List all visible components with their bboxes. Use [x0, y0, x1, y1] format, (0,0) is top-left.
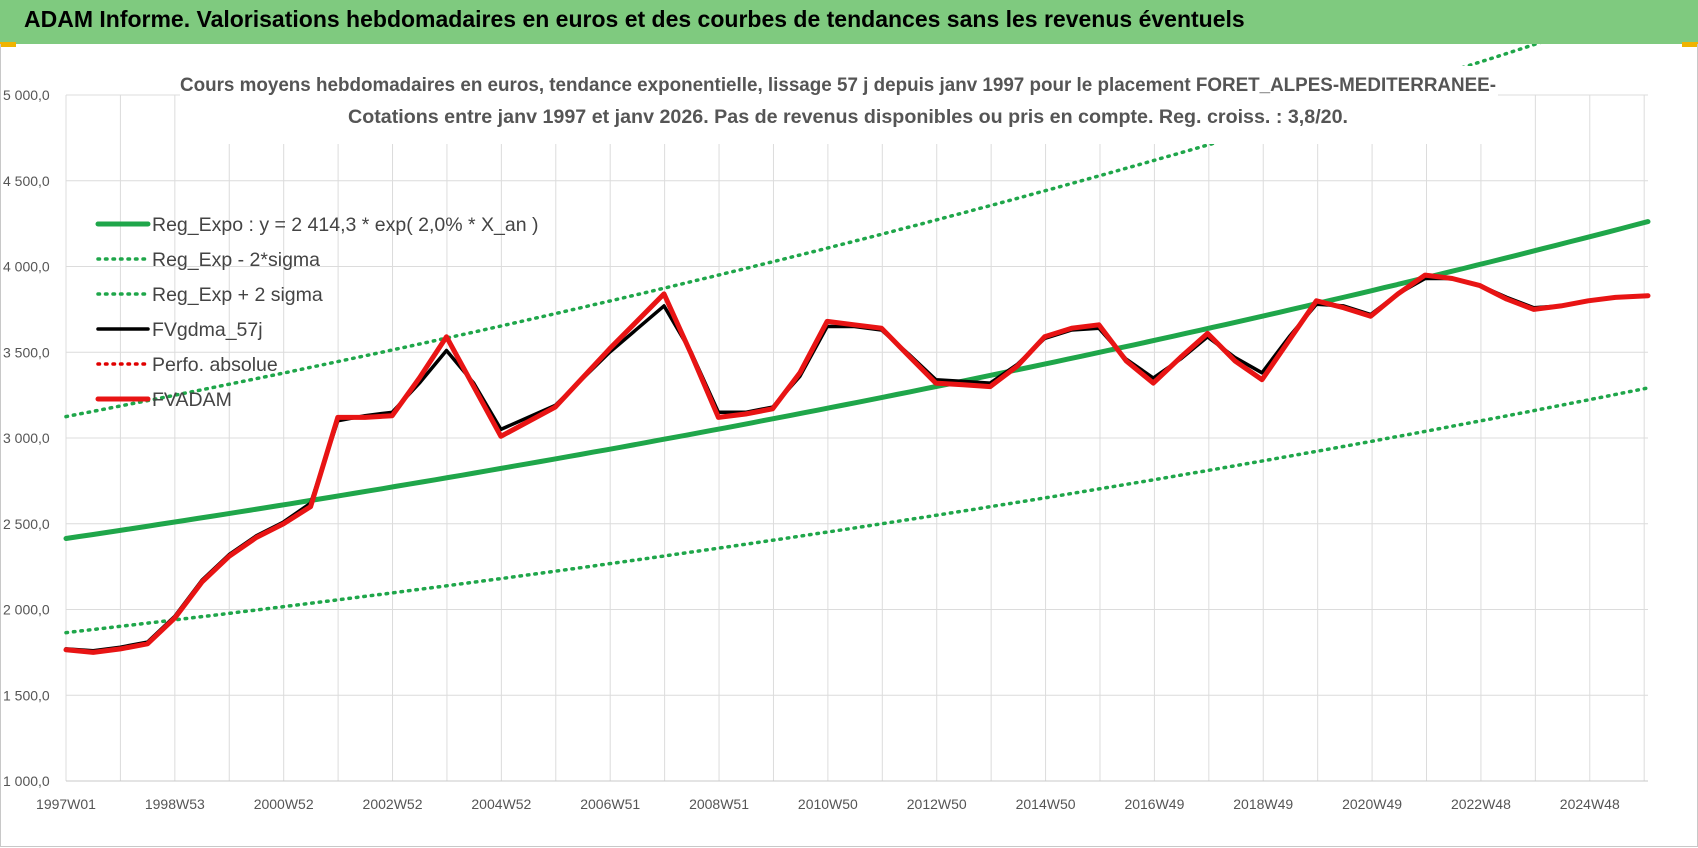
- legend-label: Perfo. absolue: [152, 354, 278, 376]
- y-tick-label: 1 500,0: [3, 687, 50, 703]
- legend-label: FVgdma_57j: [152, 319, 263, 341]
- legend-label: Reg_Expo : y = 2 414,3 * exp( 2,0% * X_a…: [152, 214, 538, 236]
- x-tick-label: 2018W49: [1233, 796, 1293, 812]
- y-tick-label: 4 000,0: [3, 259, 50, 275]
- gridlines: [65, 94, 1648, 782]
- series-line-0: [63, 219, 1651, 541]
- chart-legend: Reg_Expo : y = 2 414,3 * exp( 2,0% * X_a…: [95, 214, 538, 411]
- series-line-1: [64, 386, 1650, 635]
- corner-marker-right: [1682, 42, 1698, 47]
- series-line-5: [63, 272, 1651, 655]
- legend-label: Reg_Exp - 2*sigma: [152, 249, 320, 271]
- y-tick-label: 2 000,0: [3, 602, 50, 618]
- x-tick-label: 1998W53: [145, 796, 205, 812]
- x-tick-label: 2014W50: [1016, 796, 1076, 812]
- x-tick-label: 2006W51: [580, 796, 640, 812]
- chart-title-background: [180, 66, 1498, 144]
- line-chart: 1 000,0 1 500,0 2 000,0 2 500,0 3 000,0 3 500…: [3, 44, 1651, 812]
- series-lines: [63, 44, 1651, 655]
- report-title: ADAM Informe. Valorisations hebdomadaire…: [24, 6, 1245, 32]
- x-tick-label: 1997W01: [36, 796, 96, 812]
- report-header: ADAM Informe. Valorisations hebdomadaire…: [0, 0, 1698, 44]
- y-tick-label: 5 000,0: [3, 87, 50, 103]
- y-tick-label: 3 000,0: [3, 430, 50, 446]
- y-tick-label: 3 500,0: [3, 344, 50, 360]
- x-tick-label: 2008W51: [689, 796, 749, 812]
- legend-label: Reg_Exp + 2 sigma: [152, 284, 323, 306]
- x-tick-label: 2010W50: [798, 796, 858, 812]
- x-tick-label: 2004W52: [471, 796, 531, 812]
- x-axis-tick-labels: 1997W01 1998W53 2000W52 2002W52 2004W52 2006W…: [36, 796, 1620, 812]
- y-tick-label: 1 000,0: [3, 773, 50, 789]
- y-tick-label: 4 500,0: [3, 173, 50, 189]
- x-tick-label: 2012W50: [907, 796, 967, 812]
- y-tick-label: 2 500,0: [3, 516, 50, 532]
- x-tick-label: 2016W49: [1124, 796, 1184, 812]
- x-tick-label: 2002W52: [363, 796, 423, 812]
- legend-label: FVADAM: [152, 389, 232, 411]
- y-axis-tick-labels: 1 000,0 1 500,0 2 000,0 2 500,0 3 000,0 3 500…: [3, 87, 50, 789]
- series-line-3: [64, 276, 1650, 653]
- x-tick-label: 2022W48: [1451, 796, 1511, 812]
- chart-title-line-2: Cotations entre janv 1997 et janv 2026. …: [348, 106, 1348, 128]
- x-tick-label: 2000W52: [254, 796, 314, 812]
- chart-title-line-1: Cours moyens hebdomadaires en euros, ten…: [180, 74, 1496, 96]
- x-tick-label: 2020W49: [1342, 796, 1402, 812]
- series-line-4: [64, 273, 1650, 655]
- corner-marker-left: [0, 42, 16, 47]
- x-tick-label: 2024W48: [1560, 796, 1620, 812]
